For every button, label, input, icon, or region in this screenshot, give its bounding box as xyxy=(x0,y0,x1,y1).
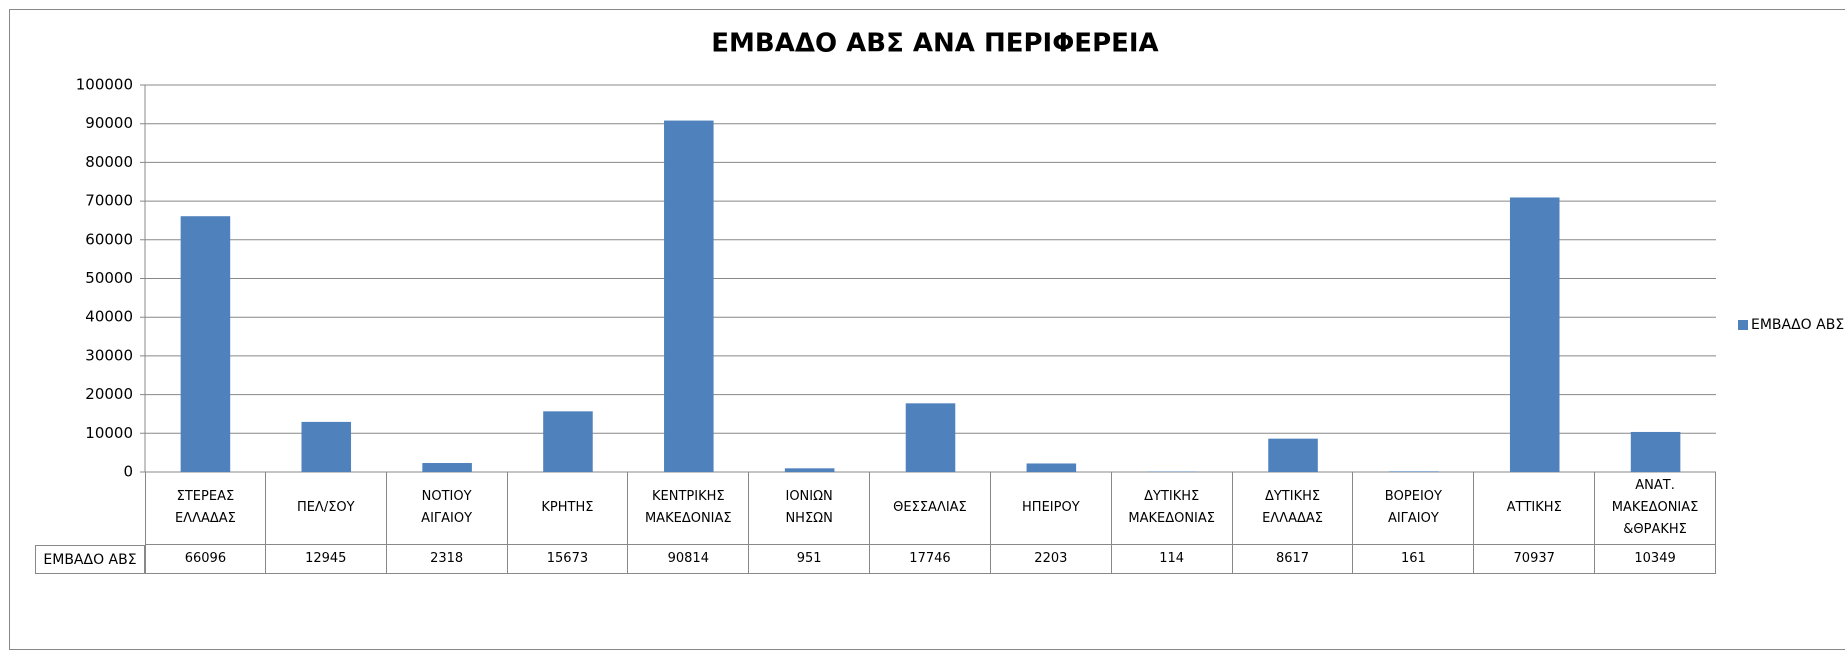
bar xyxy=(784,468,835,472)
bar xyxy=(180,216,231,472)
y-tick-label: 30000 xyxy=(85,346,133,364)
legend-swatch xyxy=(1738,320,1748,330)
x-tick-label: ΣΤΕΡΕΑΣ ΕΛΛΑΔΑΣ xyxy=(145,472,266,545)
y-tick-label: 20000 xyxy=(85,385,133,403)
bar xyxy=(1509,197,1560,472)
x-tick-label: ΗΠΕΙΡΟΥ xyxy=(990,472,1112,545)
chart-frame xyxy=(9,9,1845,650)
x-tick-label: ΚΕΝΤΡΙΚΗΣ ΜΑΚΕΔΟΝΙΑΣ xyxy=(628,472,750,545)
bar xyxy=(1268,438,1318,472)
chart-title: ΕΜΒΑΔΟ ΑΒΣ ΑΝΑ ΠΕΡΙΦΕΡΕΙΑ xyxy=(711,29,1158,59)
table-value: 951 xyxy=(749,545,871,574)
table-value: 2203 xyxy=(990,545,1112,574)
table-value: 70937 xyxy=(1474,545,1596,574)
table-value: 17746 xyxy=(870,545,991,574)
bar xyxy=(1389,471,1439,472)
x-tick-label: ΠΕΛ/ΣΟΥ xyxy=(265,472,387,545)
table-value: 90814 xyxy=(628,545,750,574)
x-tick-label: ΒΟΡΕΙΟΥ ΑΙΓΑΙΟΥ xyxy=(1353,472,1475,545)
x-tick-label: ΑΝΑΤ. ΜΑΚΕΔΟΝΙΑΣ &ΘΡΑΚΗΣ xyxy=(1595,472,1716,545)
bar xyxy=(543,411,593,472)
legend-label: ΕΜΒΑΔΟ ΑΒΣ xyxy=(1751,317,1845,333)
bar xyxy=(1630,431,1681,472)
x-tick-label: ΙΟΝΙΩΝ ΝΗΣΩΝ xyxy=(749,472,871,545)
y-tick-label: 70000 xyxy=(85,192,133,210)
y-tick-label: 60000 xyxy=(85,230,133,248)
y-tick-label: 90000 xyxy=(85,114,133,132)
x-tick-label: ΚΡΗΤΗΣ xyxy=(507,472,629,545)
table-value: 114 xyxy=(1111,545,1233,574)
table-value: 8617 xyxy=(1232,545,1354,574)
table-row-header: ΕΜΒΑΔΟ ΑΒΣ xyxy=(35,545,145,574)
y-tick-label: 40000 xyxy=(85,308,133,326)
x-tick-label: ΔΥΤΙΚΗΣ ΕΛΛΑΔΑΣ xyxy=(1232,472,1354,545)
x-tick-label: ΔΥΤΙΚΗΣ ΜΑΚΕΔΟΝΙΑΣ xyxy=(1111,472,1233,545)
table-value: 15673 xyxy=(507,545,629,574)
table-value: 161 xyxy=(1353,545,1475,574)
x-tick-label: ΑΤΤΙΚΗΣ xyxy=(1474,472,1596,545)
table-value: 12945 xyxy=(265,545,387,574)
x-tick-label: ΝΟΤΙΟΥ ΑΙΓΑΙΟΥ xyxy=(386,472,508,545)
y-tick-label: 10000 xyxy=(85,424,133,442)
table-value: 10349 xyxy=(1595,545,1716,574)
bar xyxy=(1026,463,1077,472)
y-tick-label: 100000 xyxy=(76,76,133,94)
y-tick-label: 80000 xyxy=(85,153,133,171)
bar xyxy=(664,120,714,473)
table-value: 66096 xyxy=(145,545,266,574)
bar xyxy=(905,403,956,472)
x-tick-label: ΘΕΣΣΑΛΙΑΣ xyxy=(870,472,991,545)
y-tick-label: 50000 xyxy=(85,269,133,287)
bar xyxy=(301,421,352,472)
bar xyxy=(422,463,472,472)
table-value: 2318 xyxy=(386,545,508,574)
y-tick-label: 0 xyxy=(123,463,133,481)
